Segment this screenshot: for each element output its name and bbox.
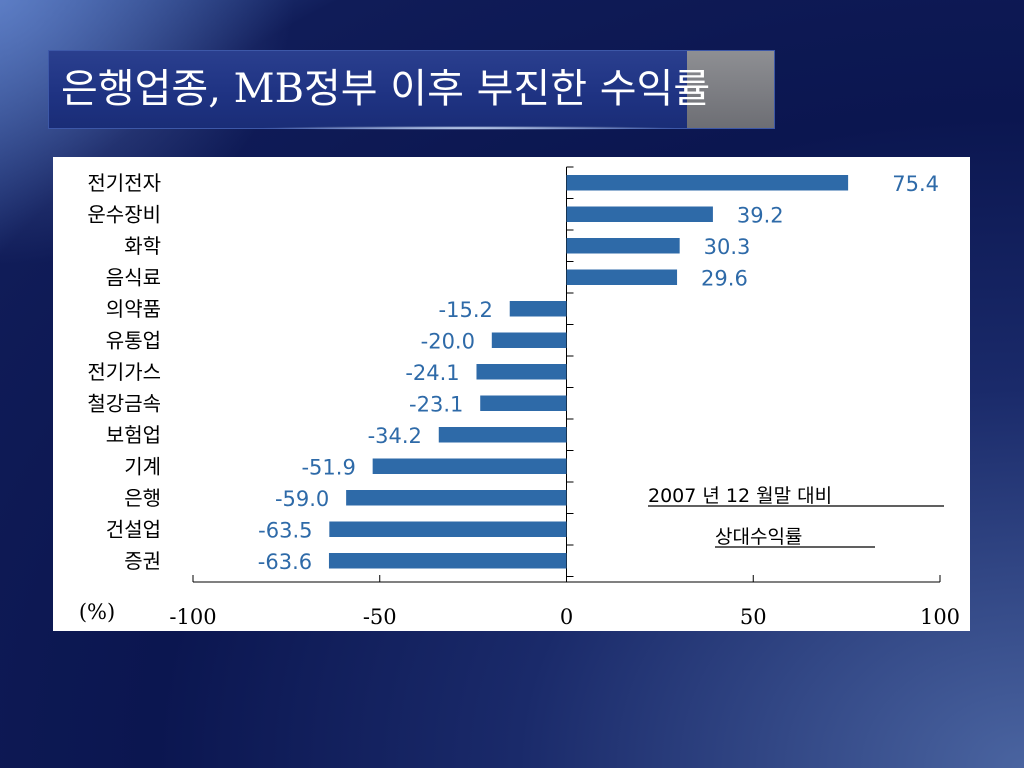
value-label: 75.4 bbox=[892, 172, 939, 196]
category-label: 전기가스 bbox=[87, 360, 161, 384]
x-tick-label: 0 bbox=[560, 605, 573, 629]
annotation-line-1: 2007 년 12 월말 대비 bbox=[648, 485, 832, 507]
x-tick-label: 50 bbox=[740, 605, 767, 629]
category-label: 보험업 bbox=[106, 423, 161, 447]
value-label: -15.2 bbox=[439, 298, 493, 322]
category-label: 전기전자 bbox=[87, 171, 161, 195]
title-underline-glow bbox=[259, 126, 679, 130]
category-label: 건설업 bbox=[106, 517, 161, 541]
category-label: 은행 bbox=[124, 486, 161, 510]
bar-chart: 전기전자 75.4 운수장비 39.2 화학 30.3 음식료 29.6 의약품 -15.2 유통업… bbox=[79, 166, 960, 629]
value-label: -24.1 bbox=[405, 361, 459, 385]
title-accent-block bbox=[687, 51, 774, 128]
value-label: -23.1 bbox=[409, 392, 463, 416]
value-label: -63.6 bbox=[258, 550, 312, 574]
value-label: -59.0 bbox=[275, 487, 329, 511]
bar bbox=[509, 301, 567, 317]
value-label: -63.5 bbox=[258, 518, 312, 542]
category-label: 화학 bbox=[124, 234, 161, 258]
bar bbox=[438, 427, 567, 443]
bar bbox=[480, 395, 567, 411]
annotation-line-2: 상대수익률 bbox=[715, 526, 802, 548]
bar bbox=[346, 490, 567, 506]
category-label: 음식료 bbox=[106, 265, 161, 289]
bar bbox=[491, 332, 567, 348]
x-tick-label: -50 bbox=[363, 605, 397, 629]
category-label: 증권 bbox=[124, 549, 161, 573]
slide-title: 은행업종, MB정부 이후 부진한 수익률 bbox=[61, 66, 711, 112]
unit-label: (%) bbox=[79, 600, 115, 624]
category-label: 기계 bbox=[124, 454, 161, 478]
bar bbox=[566, 269, 678, 285]
chart-panel: 전기전자 75.4 운수장비 39.2 화학 30.3 음식료 29.6 의약품 -15.2 유통업… bbox=[53, 157, 970, 631]
value-label: -34.2 bbox=[368, 424, 422, 448]
x-tick-label: 100 bbox=[920, 605, 960, 629]
category-label: 의약품 bbox=[106, 297, 161, 321]
value-label: -20.0 bbox=[421, 329, 475, 353]
category-label: 유통업 bbox=[106, 328, 161, 352]
bar bbox=[372, 458, 567, 474]
value-label: 39.2 bbox=[737, 203, 784, 227]
category-label: 운수장비 bbox=[87, 202, 161, 226]
bar bbox=[566, 175, 849, 191]
bar bbox=[328, 553, 567, 569]
value-label: 29.6 bbox=[701, 266, 748, 290]
value-label: -51.9 bbox=[301, 455, 355, 479]
value-label: 30.3 bbox=[704, 235, 751, 259]
x-tick-label: -100 bbox=[169, 605, 216, 629]
bar bbox=[566, 206, 713, 222]
bar bbox=[476, 364, 567, 380]
title-bar: 은행업종, MB정부 이후 부진한 수익률 bbox=[48, 50, 775, 130]
bar bbox=[329, 521, 567, 537]
category-label: 철강금속 bbox=[87, 391, 161, 415]
bar bbox=[566, 238, 680, 254]
